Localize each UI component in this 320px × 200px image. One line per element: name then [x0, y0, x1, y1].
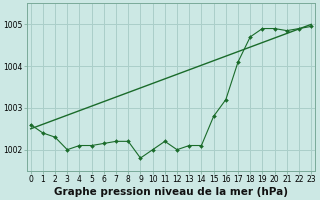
X-axis label: Graphe pression niveau de la mer (hPa): Graphe pression niveau de la mer (hPa) — [54, 187, 288, 197]
